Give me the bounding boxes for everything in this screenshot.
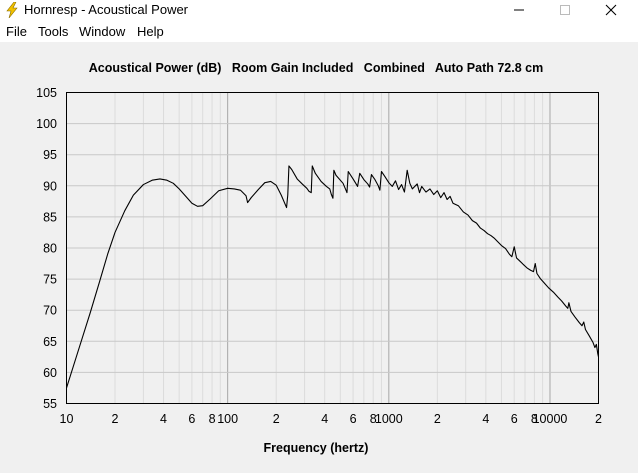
x-tick-label: 2 xyxy=(112,412,119,426)
acoustical-power-chart: Acoustical Power (dB) Room Gain Included… xyxy=(36,61,602,455)
maximize-icon xyxy=(560,5,570,15)
menu-bar: File Tools Window Help xyxy=(0,20,638,42)
menu-window[interactable]: Window xyxy=(79,24,126,39)
chart-title: Acoustical Power (dB) Room Gain Included… xyxy=(89,61,543,75)
close-button[interactable] xyxy=(588,0,634,20)
y-tick-label: 80 xyxy=(43,242,57,256)
lightning-bolt-icon xyxy=(6,2,18,18)
x-tick-label: 2 xyxy=(273,412,280,426)
y-tick-label: 105 xyxy=(36,86,57,100)
x-tick-label: 8 xyxy=(209,412,216,426)
x-axis-label: Frequency (hertz) xyxy=(264,441,369,455)
minimize-icon xyxy=(514,9,524,11)
y-tick-label: 100 xyxy=(36,117,57,131)
grid xyxy=(66,92,599,404)
y-tick-label: 70 xyxy=(43,304,57,318)
y-tick-label: 60 xyxy=(43,366,57,380)
menu-tools[interactable]: Tools xyxy=(38,24,69,39)
y-tick-label: 65 xyxy=(43,335,57,349)
x-tick-label: 100 xyxy=(217,412,238,426)
title-bar: Hornresp - Acoustical Power xyxy=(0,0,638,20)
x-tick-label: 1000 xyxy=(375,412,403,426)
x-tick-label: 8 xyxy=(531,412,538,426)
close-icon xyxy=(605,4,617,16)
x-tick-label: 4 xyxy=(321,412,328,426)
plot-frame xyxy=(66,92,599,404)
x-tick-label: 10000 xyxy=(533,412,568,426)
window-title: Hornresp - Acoustical Power xyxy=(24,2,189,17)
x-tick-label: 10 xyxy=(60,412,74,426)
acoustical-power-line xyxy=(65,165,600,389)
y-tick-label: 75 xyxy=(43,273,57,287)
y-tick-label: 85 xyxy=(43,210,57,224)
minimize-button[interactable] xyxy=(496,0,542,20)
menu-file[interactable]: File xyxy=(6,24,27,39)
x-tick-label: 2 xyxy=(434,412,441,426)
x-tick-label: 4 xyxy=(482,412,489,426)
y-tick-label: 95 xyxy=(43,148,57,162)
x-tick-label: 6 xyxy=(350,412,357,426)
x-tick-label: 8 xyxy=(370,412,377,426)
y-tick-label: 55 xyxy=(43,397,57,411)
x-tick-label: 4 xyxy=(160,412,167,426)
series-group xyxy=(65,165,600,389)
menu-help[interactable]: Help xyxy=(137,24,164,39)
y-tick-labels: 105 100 95 90 85 80 75 70 65 60 55 xyxy=(36,86,57,411)
x-tick-label: 6 xyxy=(188,412,195,426)
x-tick-label: 2 xyxy=(595,412,602,426)
maximize-button[interactable] xyxy=(542,0,588,20)
x-tick-label: 6 xyxy=(511,412,518,426)
y-tick-label: 90 xyxy=(43,179,57,193)
chart-area: Acoustical Power (dB) Room Gain Included… xyxy=(0,42,638,473)
